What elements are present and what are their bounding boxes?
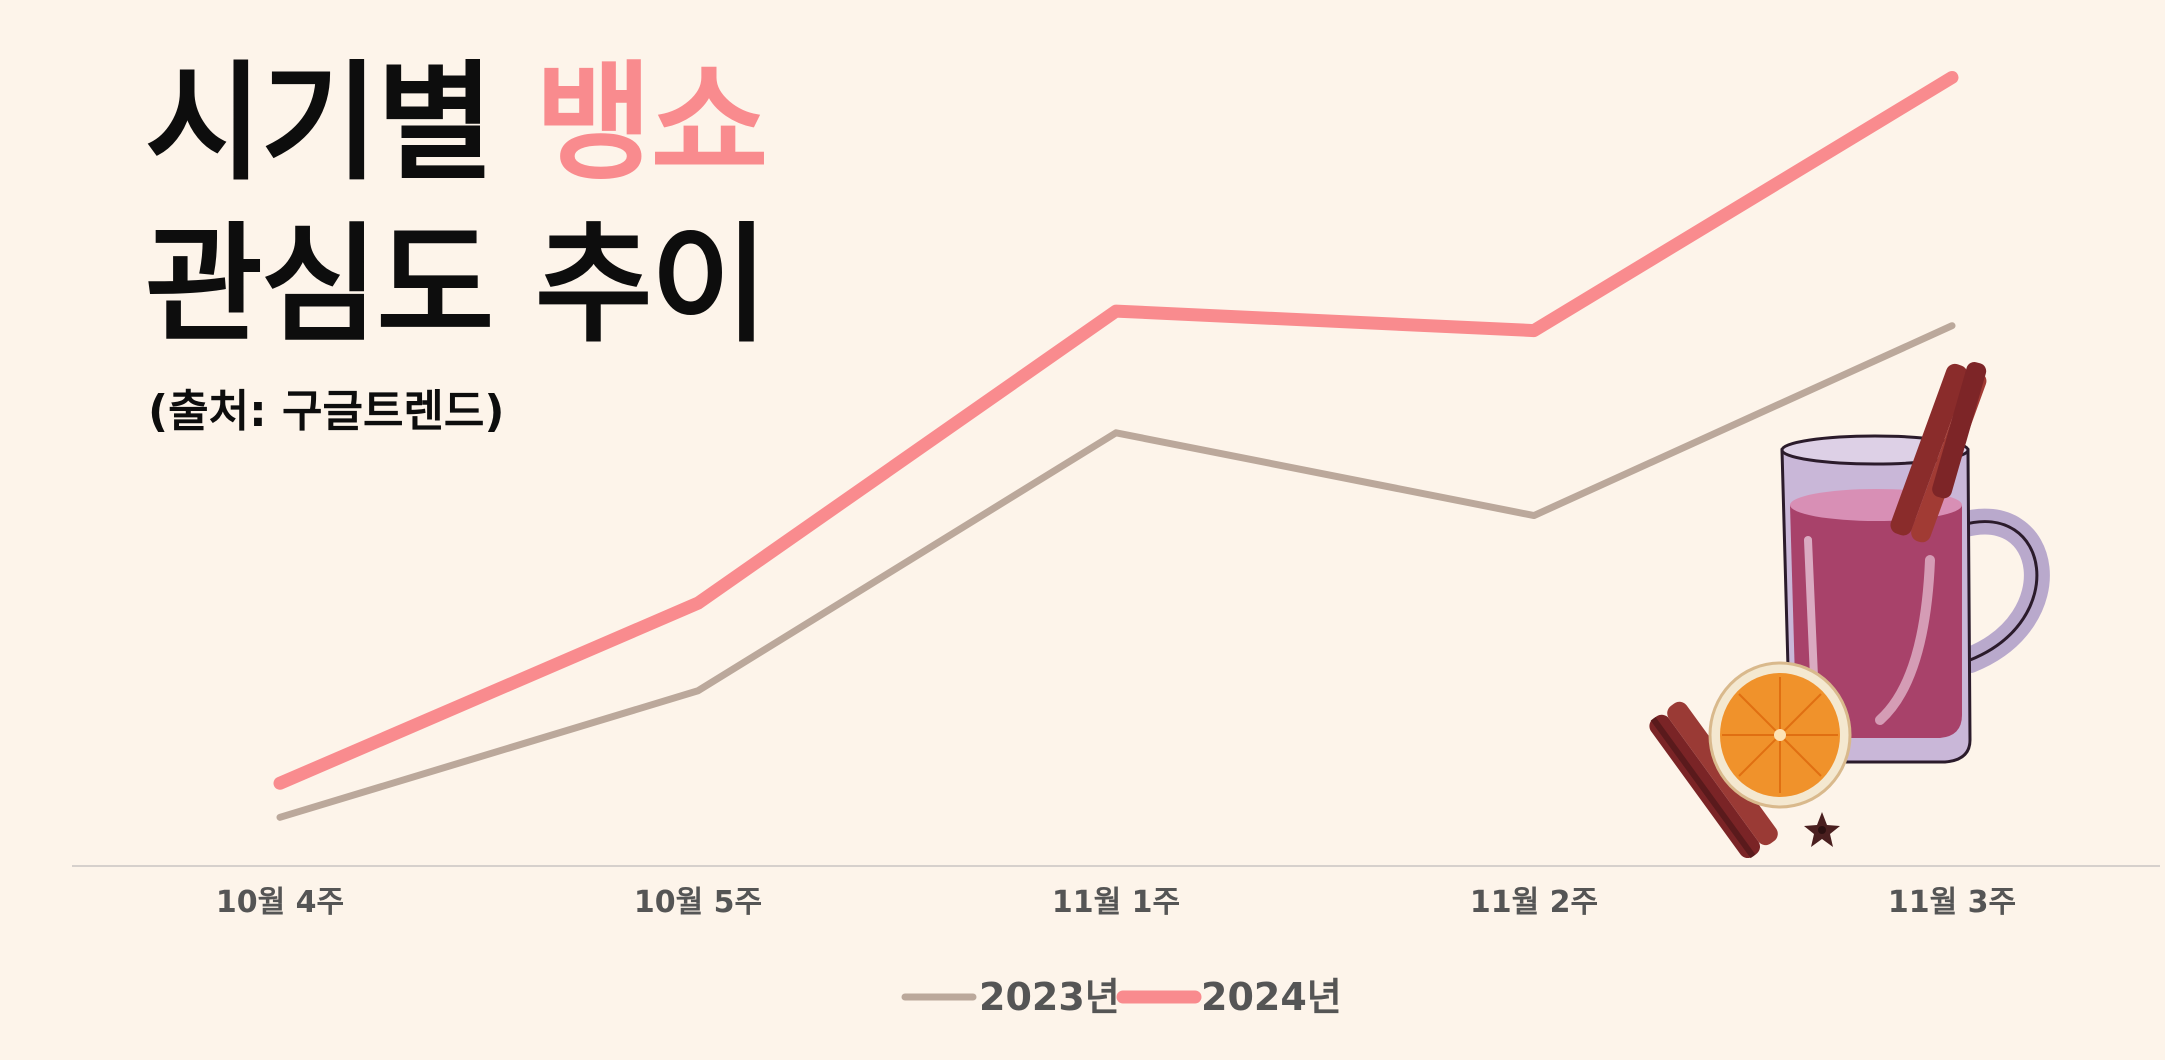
x-axis-ticks: 10월 4주 10월 5주 11월 1주 11월 2주 11월 3주	[216, 885, 2016, 920]
chart-title-part: 시기별	[145, 49, 535, 198]
series-line-0	[276, 322, 1956, 821]
x-tick-label: 11월 2주	[1470, 885, 1598, 920]
legend-label: 2024년	[1201, 975, 1342, 1019]
series-line-1	[273, 70, 1959, 790]
chart-subtitle: (출처: 구글트렌드)	[148, 386, 505, 437]
x-tick-label: 10월 4주	[216, 885, 344, 920]
x-tick-label: 11월 1주	[1052, 885, 1180, 920]
legend-label: 2023년	[979, 975, 1120, 1019]
series-lines	[273, 70, 1959, 821]
x-tick-label: 11월 3주	[1888, 885, 2016, 920]
x-tick-label: 10월 5주	[634, 885, 762, 920]
chart-legend: 2023년 2024년	[901, 975, 1342, 1019]
chart-title-line-2: 관심도 추이	[145, 211, 768, 360]
chart-title-accent: 뱅쇼	[534, 49, 769, 198]
mulled-wine-mug-icon	[1649, 362, 2050, 859]
chart-title-line-1: 시기별 뱅쇼	[145, 60, 768, 188]
